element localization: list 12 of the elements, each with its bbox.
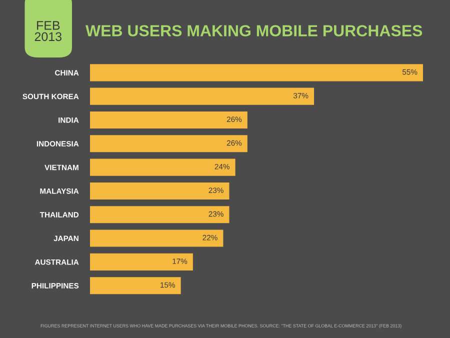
bar xyxy=(90,253,193,270)
bar xyxy=(90,158,236,176)
bar xyxy=(90,206,230,224)
bar xyxy=(90,135,248,152)
bar xyxy=(90,182,230,200)
bar xyxy=(90,230,224,247)
bar xyxy=(90,277,181,294)
bar xyxy=(90,88,314,105)
bar xyxy=(90,111,248,129)
bar xyxy=(90,64,423,82)
chart-title: WEB USERS MAKING MOBILE PURCHASES xyxy=(86,25,422,36)
chart-subtitle: FEB 2013 xyxy=(34,21,62,42)
